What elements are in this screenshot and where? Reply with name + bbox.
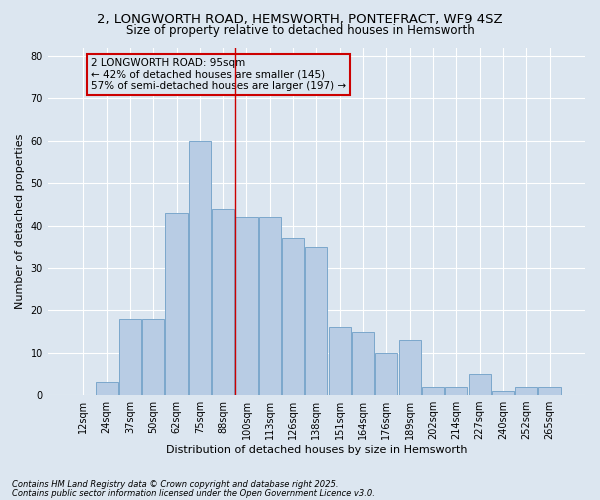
- Bar: [422, 386, 444, 395]
- Bar: [119, 319, 141, 395]
- Bar: [492, 391, 514, 395]
- Bar: [329, 328, 351, 395]
- X-axis label: Distribution of detached houses by size in Hemsworth: Distribution of detached houses by size …: [166, 445, 467, 455]
- Text: 2 LONGWORTH ROAD: 95sqm
← 42% of detached houses are smaller (145)
57% of semi-d: 2 LONGWORTH ROAD: 95sqm ← 42% of detache…: [91, 58, 346, 91]
- Bar: [189, 141, 211, 395]
- Bar: [305, 246, 328, 395]
- Bar: [212, 208, 234, 395]
- Text: Contains public sector information licensed under the Open Government Licence v3: Contains public sector information licen…: [12, 488, 375, 498]
- Bar: [282, 238, 304, 395]
- Bar: [259, 217, 281, 395]
- Bar: [445, 386, 467, 395]
- Bar: [469, 374, 491, 395]
- Bar: [352, 332, 374, 395]
- Bar: [515, 386, 537, 395]
- Text: Size of property relative to detached houses in Hemsworth: Size of property relative to detached ho…: [125, 24, 475, 37]
- Y-axis label: Number of detached properties: Number of detached properties: [15, 134, 25, 309]
- Bar: [375, 352, 397, 395]
- Bar: [142, 319, 164, 395]
- Text: 2, LONGWORTH ROAD, HEMSWORTH, PONTEFRACT, WF9 4SZ: 2, LONGWORTH ROAD, HEMSWORTH, PONTEFRACT…: [97, 12, 503, 26]
- Bar: [538, 386, 560, 395]
- Bar: [166, 213, 188, 395]
- Text: Contains HM Land Registry data © Crown copyright and database right 2025.: Contains HM Land Registry data © Crown c…: [12, 480, 338, 489]
- Bar: [398, 340, 421, 395]
- Bar: [95, 382, 118, 395]
- Bar: [235, 217, 257, 395]
